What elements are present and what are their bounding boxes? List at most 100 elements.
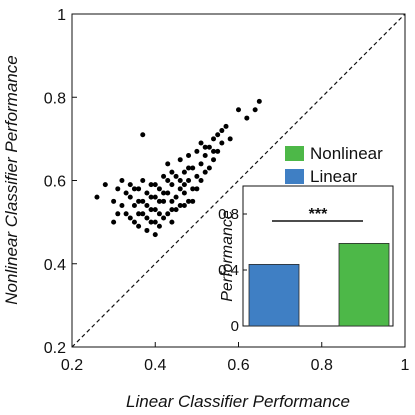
scatter-point <box>190 186 196 192</box>
scatter-point <box>194 148 200 154</box>
y-tick-label: 0.6 <box>44 174 66 191</box>
significance-label: *** <box>309 206 328 223</box>
scatter-point <box>186 165 192 171</box>
scatter-point <box>119 178 125 183</box>
scatter-point <box>219 140 225 146</box>
identity-line <box>71 13 406 348</box>
scatter-point <box>194 173 200 179</box>
scatter-point <box>177 202 183 208</box>
y-axis-label: Nonlinear Classifier Performance <box>2 55 21 304</box>
scatter-point <box>186 198 192 204</box>
scatter-point <box>127 182 133 188</box>
inset-y-axis-label: Performance <box>219 210 236 302</box>
scatter-point <box>186 178 192 183</box>
scatter-point <box>127 215 133 221</box>
scatter-point <box>211 136 217 142</box>
x-tick-label: 1 <box>401 357 410 374</box>
scatter-point <box>190 198 196 204</box>
inset-y-tick-label: 0.4 <box>218 262 239 279</box>
x-axis-label: Linear Classifier Performance <box>126 392 350 411</box>
scatter-point <box>198 178 204 183</box>
scatter-point <box>144 215 150 221</box>
scatter-point <box>152 182 158 188</box>
scatter-point <box>123 190 129 196</box>
scatter-point <box>256 98 262 104</box>
scatter-point <box>131 202 137 208</box>
scatter-point <box>140 211 146 217</box>
scatter-point <box>152 207 158 213</box>
scatter-point <box>136 211 142 217</box>
scatter-point <box>127 194 133 200</box>
scatter-point <box>177 157 183 163</box>
scatter-point <box>140 198 146 204</box>
scatter-points <box>94 98 262 238</box>
legend-label: Linear <box>310 167 358 186</box>
scatter-point <box>219 128 225 134</box>
scatter-point <box>111 219 117 225</box>
scatter-point <box>156 186 162 192</box>
legend-swatch <box>285 146 304 161</box>
main-ticks: 0.2 0.4 0.6 0.8 1 0.2 0.4 0.6 0.8 1 <box>44 7 410 374</box>
scatter-point <box>236 107 241 113</box>
scatter-point <box>136 186 142 192</box>
scatter-point <box>156 211 162 217</box>
legend-swatch <box>285 169 304 184</box>
scatter-point <box>152 219 158 225</box>
scatter-point <box>202 153 208 159</box>
scatter-point <box>119 202 125 208</box>
scatter-point <box>227 136 233 142</box>
scatter-point <box>165 190 171 196</box>
scatter-point <box>161 173 167 179</box>
scatter-point <box>144 202 150 208</box>
y-tick-label: 0.4 <box>44 257 66 274</box>
scatter-point <box>169 169 175 175</box>
scatter-point <box>211 157 217 163</box>
inset-y-tick-label: 0.8 <box>218 206 239 223</box>
inset-ticks: 0 0.4 0.8 <box>218 206 247 335</box>
scatter-point <box>169 182 175 188</box>
scatter-point <box>177 178 183 183</box>
scatter-point <box>215 148 221 154</box>
scatter-point <box>202 144 208 150</box>
x-tick-label: 0.4 <box>144 357 166 374</box>
scatter-point <box>131 186 137 192</box>
scatter-point <box>152 194 158 200</box>
scatter-point <box>123 211 129 217</box>
scatter-point <box>173 194 179 200</box>
scatter-point <box>136 198 142 204</box>
scatter-point <box>144 190 150 196</box>
scatter-point <box>223 123 229 129</box>
scatter-point <box>102 182 108 188</box>
scatter-point <box>244 115 250 121</box>
scatter-point <box>152 232 158 238</box>
scatter-point <box>206 165 212 171</box>
scatter-point <box>156 198 162 204</box>
scatter-point <box>177 186 183 192</box>
scatter-point <box>169 198 175 204</box>
scatter-point <box>198 161 204 167</box>
inset-bar-nonlinear <box>338 242 390 327</box>
x-tick-label: 0.8 <box>311 357 333 374</box>
inset-bar-linear <box>248 263 300 327</box>
scatter-point <box>169 207 175 213</box>
scatter-point <box>140 178 146 183</box>
scatter-point <box>165 211 171 217</box>
scatter-point <box>186 153 192 159</box>
scatter-point <box>215 132 221 138</box>
scatter-point <box>140 132 146 138</box>
scatter-point <box>198 140 204 146</box>
scatter-point <box>131 219 137 225</box>
scatter-point <box>165 178 171 183</box>
scatter-point <box>181 169 187 175</box>
scatter-point <box>181 202 187 208</box>
scatter-point <box>148 182 154 188</box>
scatter-point <box>111 198 117 204</box>
scatter-point <box>165 161 171 167</box>
x-tick-label: 0.2 <box>61 357 83 374</box>
scatter-point <box>169 219 175 225</box>
y-tick-label: 0.8 <box>44 90 66 107</box>
y-tick-label: 1 <box>57 7 66 24</box>
scatter-point <box>202 169 208 175</box>
scatter-point <box>156 223 162 229</box>
